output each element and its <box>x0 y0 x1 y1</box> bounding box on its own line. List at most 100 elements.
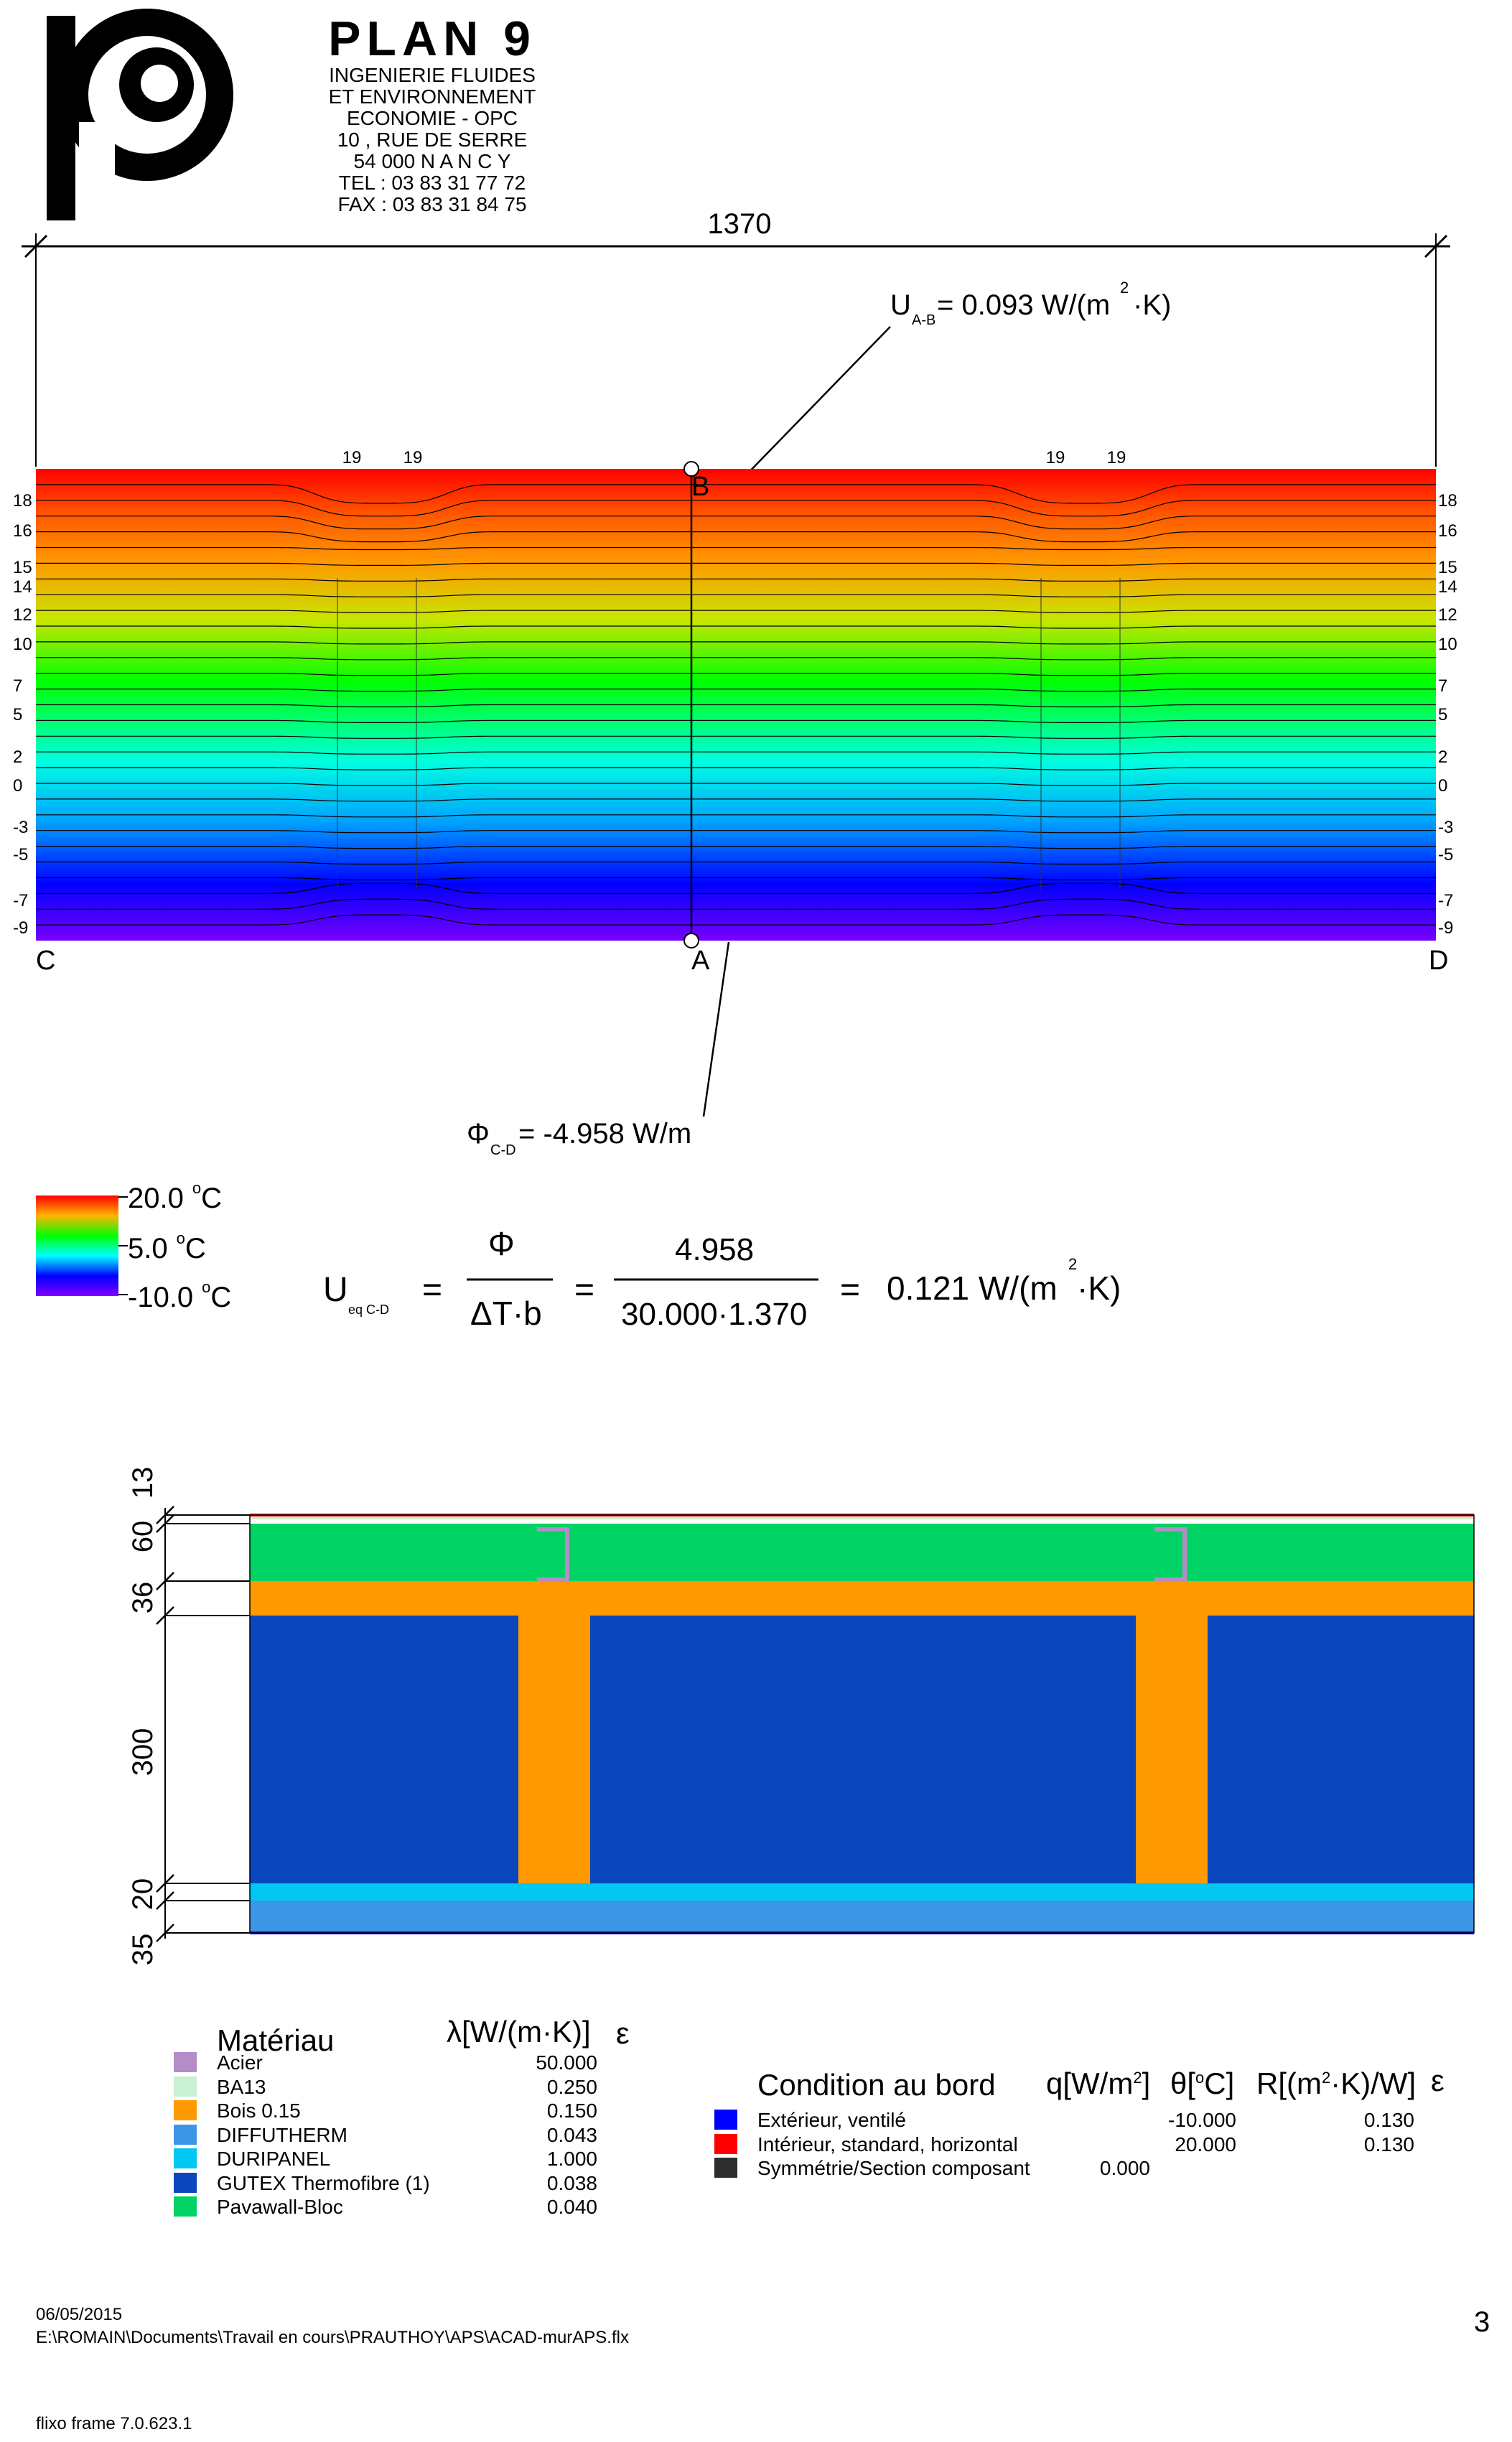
isotherm-label: -9 <box>13 918 28 938</box>
isotherm-line <box>36 735 1436 739</box>
epsilon-header: ε <box>616 2016 630 2050</box>
material-lambda: 0.038 <box>546 2171 597 2194</box>
material-name: BA13 <box>217 2075 266 2098</box>
material-name: DURIPANEL <box>217 2148 331 2170</box>
material-lambda: 0.043 <box>546 2123 597 2146</box>
svg-text:Φ: Φ <box>488 1225 515 1262</box>
layer-dimension: 36 <box>127 1582 159 1614</box>
material-lambda: 1.000 <box>546 2148 597 2170</box>
isotherm-label: 10 <box>1438 635 1457 654</box>
company-line: 10 , RUE DE SERRE <box>337 129 528 151</box>
page-number: 3 <box>1474 2306 1490 2338</box>
r-header: R[(m2·K)/W] <box>1256 2066 1417 2100</box>
svg-text:0.121 W/(m: 0.121 W/(m <box>887 1269 1058 1307</box>
dimension-tick <box>156 1891 174 1910</box>
isotherm-label: -5 <box>1438 845 1453 865</box>
isotherm-label: 16 <box>13 521 32 541</box>
boundary-epsilon-header: ε <box>1431 2064 1445 2097</box>
isotherm-line <box>36 830 1436 834</box>
isotherm-label: 18 <box>13 491 32 511</box>
isotherm-line <box>36 898 1436 910</box>
svg-text:·K): ·K) <box>1077 1269 1121 1307</box>
isotherm-label: 12 <box>13 605 32 625</box>
isotherm-label: 15 <box>1438 558 1457 577</box>
svg-text:A-B: A-B <box>912 312 935 328</box>
material-swatch <box>174 2076 197 2097</box>
point-b-label: B <box>691 472 709 502</box>
isotherm-line <box>36 767 1436 770</box>
isotherm-label: 19 <box>1107 448 1126 467</box>
material-lambda: 50.000 <box>536 2051 597 2074</box>
isotherm-label: 19 <box>342 448 362 467</box>
svg-text:30.000·1.370: 30.000·1.370 <box>621 1297 807 1332</box>
isotherm-line <box>36 578 1436 582</box>
svg-text:2: 2 <box>1068 1255 1077 1273</box>
q-header: q[W/m2] <box>1046 2066 1151 2100</box>
isotherm-line <box>36 610 1436 613</box>
material-swatch <box>174 2172 197 2193</box>
plan9-logo <box>47 9 233 223</box>
boundary-swatch <box>714 2158 737 2178</box>
svg-text:U: U <box>323 1271 348 1309</box>
material-name: Acier <box>217 2051 263 2074</box>
material-lambda: 0.150 <box>546 2100 597 2122</box>
wall-cross-section <box>164 1508 1475 1939</box>
materials-header: Matériau <box>217 2023 335 2057</box>
company-line: ECONOMIE - OPC <box>346 107 518 129</box>
boundary-swatch <box>714 2110 737 2130</box>
theta-header: θ[oC] <box>1170 2066 1235 2100</box>
isotherm-label: 12 <box>1438 605 1457 625</box>
boundary-swatch <box>714 2133 737 2154</box>
point-d-label: D <box>1429 946 1448 976</box>
company-line: INGENIERIE FLUIDES <box>329 64 536 86</box>
company-name: PLAN 9 <box>328 11 536 66</box>
isotherm-line <box>36 704 1436 708</box>
isotherm-line <box>36 546 1436 551</box>
isotherm-line <box>36 914 1436 926</box>
material-swatch <box>174 2124 197 2145</box>
isotherm-line <box>36 562 1436 566</box>
svg-text:ΔT·b: ΔT·b <box>470 1295 542 1332</box>
scale-max: 20.0 oC <box>128 1179 222 1214</box>
isotherm-line <box>36 516 1436 530</box>
svg-text:·K): ·K) <box>1133 289 1171 321</box>
scale-min: -10.0 oC <box>128 1278 231 1313</box>
isotherm-line <box>36 641 1436 645</box>
color-scale <box>36 1196 128 1296</box>
material-swatch <box>174 2196 197 2217</box>
boundary-name: Extérieur, ventilé <box>757 2109 906 2131</box>
svg-text:4.958: 4.958 <box>675 1232 754 1267</box>
dimension-tick <box>156 1572 174 1590</box>
svg-text:U: U <box>890 289 911 321</box>
layer-dimension: 13 <box>127 1467 159 1499</box>
isotherm-label: 16 <box>1438 521 1457 541</box>
dimension-tick <box>156 1606 174 1625</box>
isotherm-label: 2 <box>13 747 22 767</box>
material-name: Bois 0.15 <box>217 2100 301 2122</box>
lambda-header: λ[W/(m·K)] <box>447 2015 591 2049</box>
isotherm-line <box>36 846 1436 849</box>
software-version: flixo frame 7.0.623.1 <box>36 2414 192 2433</box>
company-line: TEL : 03 83 31 77 72 <box>338 172 526 194</box>
isotherm-line <box>36 719 1436 723</box>
isotherm-label: 7 <box>1438 676 1447 696</box>
point-a-label: A <box>691 946 710 976</box>
isotherm-line <box>36 689 1436 692</box>
isotherm-label: 5 <box>13 705 22 724</box>
isotherm-line <box>36 484 1436 504</box>
isotherm-label: -5 <box>13 845 28 865</box>
isotherm-line <box>36 531 1436 543</box>
boundary-theta: -10.000 <box>1168 2109 1236 2131</box>
isotherm-line <box>36 814 1436 818</box>
isotherm-line <box>36 673 1436 676</box>
isotherm-line <box>36 594 1436 597</box>
isotherm-label: -7 <box>1438 891 1453 910</box>
footer-path: E:\ROMAIN\Documents\Travail en cours\PRA… <box>36 2328 629 2347</box>
svg-text:=: = <box>422 1271 442 1309</box>
isotherm-label: 7 <box>13 676 22 696</box>
material-swatch <box>174 2100 197 2120</box>
layer-dimension-labels: 13 60 36 300 20 35 <box>127 1467 174 1965</box>
isotherm-line <box>36 625 1436 629</box>
